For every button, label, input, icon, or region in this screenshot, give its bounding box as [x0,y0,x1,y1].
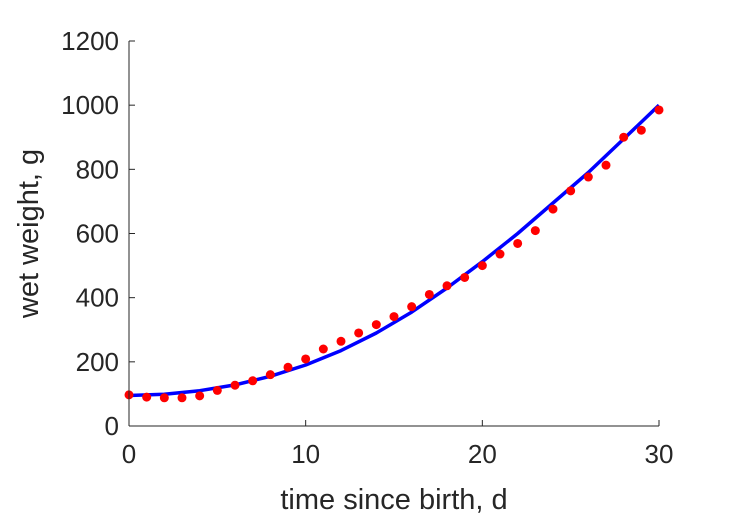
y-tick-label: 200 [76,347,119,377]
y-tick-label: 1000 [61,90,119,120]
data-point [513,238,523,248]
data-point [619,132,629,142]
data-points-layer [124,105,664,403]
data-point [230,380,240,390]
data-point [495,249,505,259]
data-point [442,281,452,291]
data-point [477,261,487,271]
data-point [636,125,646,135]
x-axis-label: time since birth, d [280,484,507,516]
data-point [583,172,593,182]
tick-labels: 0 10 20 30 0 200 400 600 800 1000 1200 [61,26,673,469]
data-point [318,344,328,354]
axes [128,40,660,427]
x-tick-label: 20 [468,439,497,469]
data-point [354,328,364,338]
data-point [142,392,152,402]
data-point [195,391,205,401]
data-point [566,186,576,196]
data-point [601,160,611,170]
y-tick-label: 600 [76,219,119,249]
data-point [530,226,540,236]
data-point [265,370,275,380]
x-tick-label: 0 [122,439,136,469]
x-tick-label: 10 [291,439,320,469]
x-tick-label: 30 [645,439,674,469]
data-point [177,393,187,403]
y-tick-label: 400 [76,283,119,313]
data-point [301,354,311,364]
data-point [654,105,664,115]
fit-curve-line [128,103,661,398]
data-point [283,362,293,372]
data-point [407,302,417,312]
data-point [371,320,381,330]
y-axis-label: wet weight, g [13,149,45,319]
fit-curve-layer [128,103,661,398]
data-point [424,289,434,299]
data-point [389,312,399,322]
y-tick-label: 0 [105,411,119,441]
data-point [248,376,258,386]
data-point [336,336,346,346]
y-tick-label: 1200 [61,26,119,56]
data-point [159,393,169,403]
data-point [548,204,558,214]
data-point [460,272,470,282]
y-tick-label: 800 [76,154,119,184]
data-point [212,385,222,395]
